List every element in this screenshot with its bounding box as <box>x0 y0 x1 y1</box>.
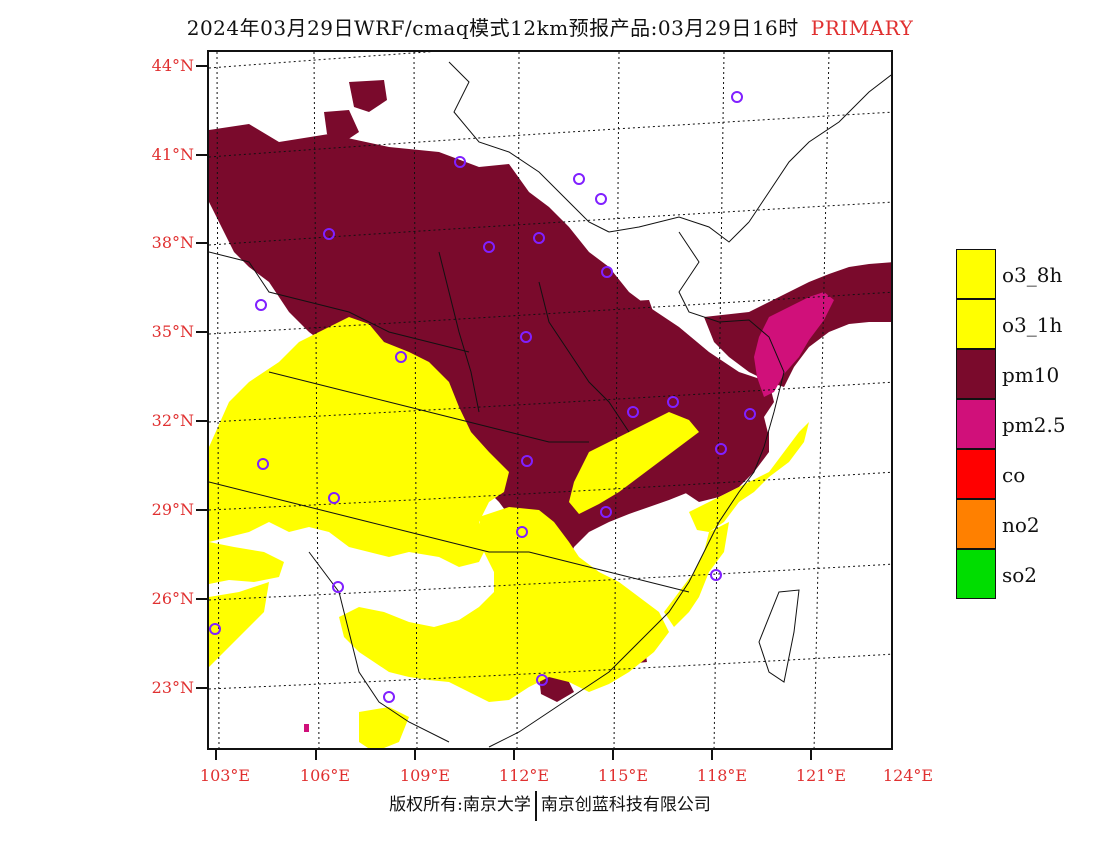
legend-swatch <box>956 349 996 399</box>
copyright-right: 南京创蓝科技有限公司 <box>540 795 711 815</box>
lat-tick <box>196 242 207 244</box>
lon-label-109: 109°E <box>399 766 451 785</box>
lat-tick <box>196 687 207 689</box>
legend-label: co <box>1002 463 1026 487</box>
lat-tick <box>196 509 207 511</box>
legend-swatch <box>956 499 996 549</box>
lat-label-29: 29°N <box>151 500 194 519</box>
lon-tick <box>513 750 515 760</box>
legend-swatch <box>956 399 996 449</box>
legend-item-o3-8h: o3_8h <box>956 249 1076 299</box>
legend-item-so2: so2 <box>956 549 1076 599</box>
pollutant-legend: o3_8h o3_1h pm10 pm2.5 co no2 so2 <box>956 249 1076 599</box>
copyright-footer: 版权所有:南京大学 南京创蓝科技有限公司 <box>0 790 1100 821</box>
lon-label-121: 121°E <box>795 766 847 785</box>
primary-tag: PRIMARY <box>810 16 914 40</box>
map-canvas <box>209 52 891 748</box>
lon-tick <box>315 750 317 760</box>
lat-tick <box>196 65 207 67</box>
legend-label: o3_8h <box>1002 263 1063 287</box>
legend-swatch <box>956 449 996 499</box>
lon-label-115: 115°E <box>597 766 649 785</box>
lon-tick <box>612 750 614 760</box>
legend-item-co: co <box>956 449 1076 499</box>
lon-label-124: 124°E <box>882 766 934 785</box>
lon-tick <box>414 750 416 760</box>
lat-tick <box>196 331 207 333</box>
lat-label-41: 41°N <box>151 145 194 164</box>
lat-tick <box>196 420 207 422</box>
lat-label-26: 26°N <box>151 589 194 608</box>
legend-label: so2 <box>1002 563 1038 587</box>
legend-label: no2 <box>1002 513 1040 537</box>
legend-item-o3-1h: o3_1h <box>956 299 1076 349</box>
lon-tick <box>215 750 217 760</box>
lon-label-112: 112°E <box>498 766 550 785</box>
lat-label-23: 23°N <box>151 678 194 697</box>
legend-swatch <box>956 299 996 349</box>
lat-tick <box>196 154 207 156</box>
lat-label-44: 44°N <box>151 56 194 75</box>
legend-item-pm10: pm10 <box>956 349 1076 399</box>
pm25-area <box>304 292 834 732</box>
lon-label-103: 103°E <box>199 766 251 785</box>
map-title: 2024年03月29日WRF/cmaq模式12km预报产品:03月29日16时 P… <box>0 12 1100 41</box>
legend-label: pm2.5 <box>1002 413 1066 437</box>
copyright-left: 版权所有:南京大学 <box>389 795 531 815</box>
lat-label-35: 35°N <box>151 322 194 341</box>
lat-tick <box>196 598 207 600</box>
title-text: 2024年03月29日WRF/cmaq模式12km预报产品:03月29日16时 <box>186 16 799 40</box>
lat-label-38: 38°N <box>151 233 194 252</box>
lon-tick <box>810 750 812 760</box>
lon-label-118: 118°E <box>696 766 748 785</box>
legend-swatch <box>956 549 996 599</box>
legend-label: o3_1h <box>1002 313 1063 337</box>
station-markers <box>209 91 756 703</box>
lon-tick <box>711 750 713 760</box>
legend-item-no2: no2 <box>956 499 1076 549</box>
legend-swatch <box>956 249 996 299</box>
legend-label: pm10 <box>1002 363 1060 387</box>
lat-label-32: 32°N <box>151 411 194 430</box>
o3-area <box>209 317 809 748</box>
legend-item-pm25: pm2.5 <box>956 399 1076 449</box>
graticule <box>209 52 891 748</box>
map-panel <box>207 50 893 750</box>
footer-separator <box>534 790 537 821</box>
lon-label-106: 106°E <box>299 766 351 785</box>
